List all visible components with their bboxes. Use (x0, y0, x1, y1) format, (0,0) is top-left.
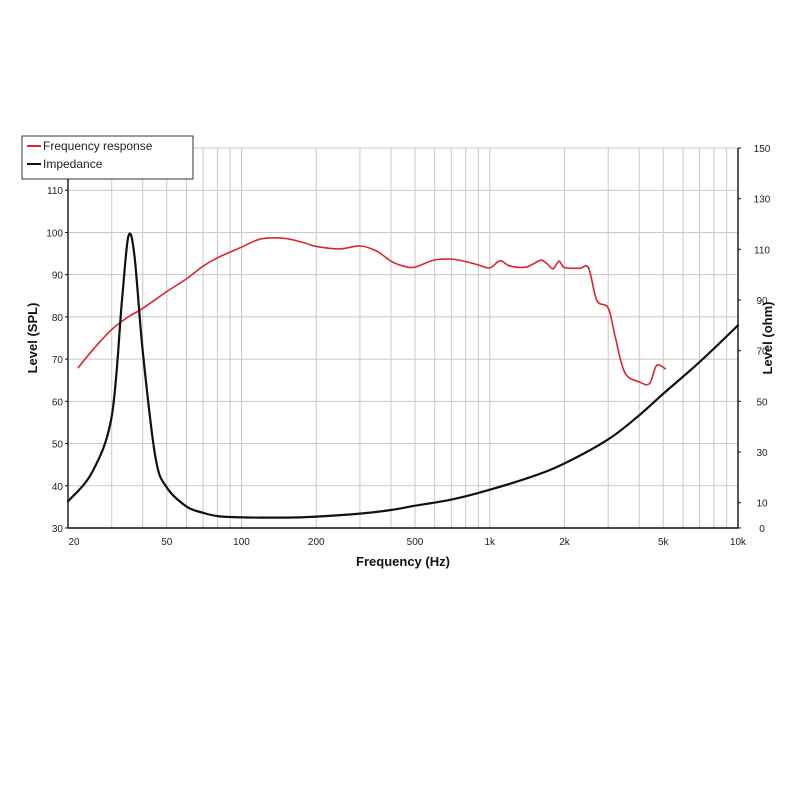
plot-area (68, 148, 738, 528)
y-tick-label-2: 50 (52, 440, 64, 451)
x-tick-label-7: 5k (658, 537, 670, 548)
x-tick-label-5: 1k (484, 537, 496, 548)
legend-label-frequency-response: Frequency response (43, 139, 153, 153)
y2-tick-labels: 0 10 30 50 70 90 110 130 150 (738, 144, 771, 535)
axes (67, 148, 739, 529)
y2-tick-label-4: 70 (756, 347, 768, 358)
series-line-impedance (66, 232, 740, 519)
y2-tick-label-5: 90 (756, 296, 768, 307)
legend-box (21, 135, 194, 180)
y-axis-title: Level (SPL) (25, 303, 40, 374)
y2-tick-label-2: 30 (756, 448, 768, 459)
x-axis-title: Frequency (Hz) (356, 554, 450, 569)
x-tick-label-1: 50 (161, 537, 173, 548)
x-tick-labels: 20 50 100 200 500 1k 2k 5k 10k (68, 537, 747, 548)
y-tick-label-8: 110 (47, 186, 63, 197)
x-tick-label-8: 10k (730, 537, 747, 548)
grid (67, 147, 738, 528)
x-tick-label-4: 500 (407, 537, 424, 548)
y2-tick-label-8: 150 (754, 144, 771, 155)
series-line-frequency-response (77, 236, 667, 386)
y2-tick-label-1: 10 (756, 499, 768, 510)
y-tick-labels: 30405060708090100110120 (46, 144, 68, 535)
y-tick-label-3: 60 (52, 397, 64, 408)
x-tick-label-2: 100 (233, 537, 250, 548)
y-tick-label-6: 90 (52, 271, 64, 282)
x-tick-label-0: 20 (68, 537, 80, 548)
y2-axis-title: Level (ohm) (760, 302, 775, 375)
y-tick-label-7: 100 (46, 228, 63, 239)
series-lines (66, 232, 740, 519)
y2-tick-label-6: 110 (754, 245, 770, 256)
x-tick-label-3: 200 (308, 537, 325, 548)
y-tick-label-4: 70 (52, 355, 64, 366)
y2-tick-label-0: 0 (759, 524, 765, 535)
y-tick-label-5: 80 (52, 313, 64, 324)
y2-tick-label-3: 50 (756, 397, 768, 408)
y-tick-label-1: 40 (52, 482, 64, 493)
legend-label-impedance: Impedance (43, 157, 103, 171)
y2-tick-label-7: 130 (754, 195, 771, 206)
x-tick-label-6: 2k (559, 537, 571, 548)
y-tick-label-0: 30 (52, 524, 64, 535)
legend: Frequency response Impedance (21, 135, 194, 180)
